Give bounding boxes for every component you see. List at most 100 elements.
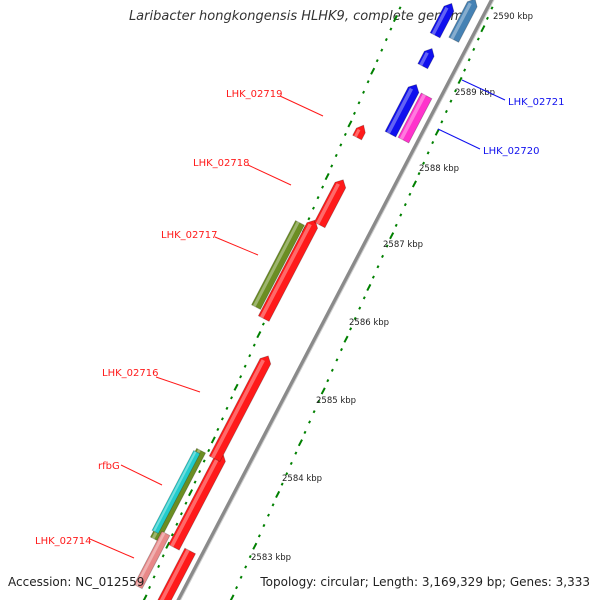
inner-tick-mark: [243, 364, 247, 368]
inner-tick-mark: [321, 185, 325, 189]
kbp-tick-label: 2587 kbp: [383, 240, 423, 250]
gene-leader-line-rfbg: [120, 464, 163, 486]
gene-label-lhk-02720: LHK_02720: [483, 146, 539, 157]
outer-tick-mark: [431, 140, 435, 145]
outer-tick-mark: [485, 16, 489, 20]
outer-tick-mark: [262, 523, 266, 528]
inner-tick-mark: [220, 417, 224, 421]
outer-tick-mark: [490, 6, 494, 10]
accession-text: Accession: NC_012559: [8, 575, 145, 589]
gene-lhk-02716-block: [208, 355, 272, 463]
label-layer: 2583 kbp 2584 kbp 2585 kbp 2586 kbp 2587 kbp…: [35, 12, 564, 563]
outer-tick-mark: [417, 171, 421, 176]
outer-tick-mark: [381, 254, 385, 259]
outer-tick-mark: [248, 554, 252, 559]
kbp-tick-label: 2586 kbp: [349, 318, 389, 328]
gene-leader-line-lhk-02720: [437, 128, 481, 150]
inner-tick-mark: [389, 27, 393, 31]
inner-tick-mark: [179, 512, 183, 516]
inner-tick-mark: [165, 541, 171, 549]
inner-tick-mark: [207, 448, 211, 453]
inner-tick-mark: [261, 322, 265, 326]
outer-tick-mark: [285, 472, 289, 476]
inner-tick-mark: [170, 533, 174, 537]
outer-tick-mark: [267, 513, 270, 517]
outer-tick-mark: [349, 327, 353, 331]
inner-tick-mark: [152, 575, 156, 579]
outer-tick-mark: [422, 161, 426, 165]
outer-tick-mark: [472, 47, 476, 52]
outer-tick-mark: [297, 439, 303, 447]
inner-tick-mark: [210, 436, 216, 444]
outer-tick-mark: [257, 534, 261, 538]
outer-tick-mark: [394, 223, 398, 227]
inner-tick-mark: [239, 375, 243, 379]
outer-tick-mark: [358, 306, 362, 310]
inner-tick-mark: [347, 120, 353, 128]
outer-tick-mark: [426, 151, 430, 155]
outer-tick-mark: [280, 482, 284, 486]
feature-layer: [133, 0, 495, 600]
kbp-tick-label: 2583 kbp: [251, 553, 291, 563]
gene-lhk-02718-block-shine: [315, 183, 340, 225]
inner-tick-mark: [161, 554, 165, 558]
gene-cyan-block-shine: [153, 450, 197, 532]
gene-label-lhk-02719: LHK_02719: [226, 89, 282, 100]
gene-steelblue-block: [448, 0, 478, 43]
gene-label-lhk-02717: LHK_02717: [161, 230, 217, 241]
outer-tick-mark: [371, 275, 375, 279]
outer-tick-mark: [476, 37, 480, 41]
gene-rfbg-block-shine: [170, 456, 220, 548]
outer-tick-mark: [252, 542, 258, 550]
genome-backbone: [176, 0, 495, 600]
outer-tick-mark: [444, 109, 448, 114]
inner-tick-mark: [188, 489, 194, 497]
gene-label-lhk-02721: LHK_02721: [508, 97, 564, 108]
gene-lhk-02714-block-shine: [159, 549, 190, 600]
outer-tick-mark: [454, 89, 457, 93]
outer-tick-mark: [330, 368, 334, 372]
inner-tick-mark: [142, 594, 148, 600]
outer-tick-mark: [294, 451, 298, 455]
outer-tick-mark: [339, 347, 343, 352]
inner-tick-mark: [357, 101, 361, 105]
inner-tick-mark: [256, 331, 262, 339]
genome-stats-text: Topology: circular; Length: 3,169,329 bp…: [260, 575, 590, 589]
genome-backbone-highlight: [180, 0, 495, 600]
gene-magenta-block: [397, 92, 433, 144]
gene-lhk-02720-block-shine: [386, 87, 414, 134]
outer-tick-mark: [362, 296, 366, 300]
outer-tick-mark: [385, 244, 389, 248]
outer-tick-mark: [463, 68, 467, 72]
inner-tick-mark: [370, 67, 376, 75]
inner-tick-mark: [233, 383, 239, 391]
outer-tick-mark: [467, 58, 471, 62]
outer-tick-mark: [457, 76, 463, 85]
inner-tick-mark: [157, 564, 161, 569]
inner-tick-mark: [216, 427, 220, 432]
gene-lhk-02718-block: [313, 179, 347, 229]
outer-tick-mark: [271, 503, 275, 507]
kbp-tick-label: 2588 kbp: [419, 164, 459, 174]
inner-tick-mark: [392, 14, 398, 23]
gene-pink-block-shine: [135, 531, 166, 587]
gene-lhk-02720-block: [384, 84, 420, 138]
inner-tick-mark: [343, 132, 347, 137]
inner-tick-mark: [193, 480, 197, 484]
inner-tick-mark: [230, 396, 234, 400]
outer-tick-mark: [244, 565, 248, 569]
gene-lhk-02719-block-shine: [354, 128, 361, 138]
inner-tick-mark: [198, 469, 202, 474]
gene-blue-small-block: [417, 47, 435, 70]
outer-tick-mark: [289, 461, 293, 466]
inner-tick-mark: [384, 37, 388, 42]
gene-lhk-02716-block-shine: [210, 359, 265, 459]
inner-tick-mark: [366, 80, 370, 84]
gene-lhk-02719-block: [352, 124, 366, 141]
gene-lhk-02717-block-shine: [259, 223, 312, 319]
outer-tick-mark: [317, 399, 321, 403]
inner-tick-mark: [398, 6, 402, 10]
gene-leader-line-lhk-02714: [89, 538, 135, 559]
